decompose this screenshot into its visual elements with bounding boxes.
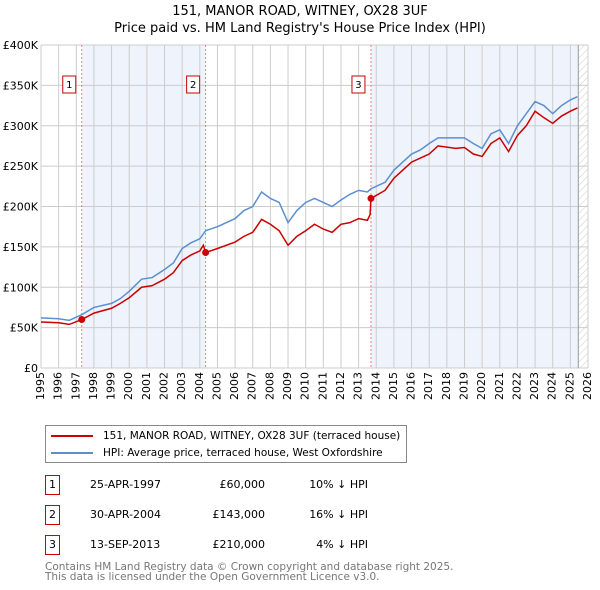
transaction-marker: 1 <box>45 475 60 495</box>
x-tick-label: 2008 <box>263 372 276 400</box>
chart-title: 151, MANOR ROAD, WITNEY, OX28 3UF <box>172 4 428 19</box>
footer-licence: This data is licensed under the Open Gov… <box>45 571 380 583</box>
x-tick-label: 2005 <box>210 372 223 400</box>
y-tick-label: £0 <box>24 362 38 375</box>
transaction-delta: 4% ↓ HPI <box>316 538 368 551</box>
legend-item-hpi: HPI: Average price, terraced house, West… <box>46 445 383 461</box>
x-tick-label: 1999 <box>105 372 118 400</box>
x-tick-label: 2011 <box>316 372 329 400</box>
x-tick-label: 2015 <box>387 372 400 400</box>
transaction-delta: 10% ↓ HPI <box>309 478 368 491</box>
x-tick-label: 2006 <box>228 372 241 400</box>
chart-subtitle: Price paid vs. HM Land Registry's House … <box>114 21 486 36</box>
x-tick-label: 2016 <box>405 372 418 400</box>
x-tick-label: 2023 <box>528 372 541 400</box>
footer-copyright: Contains HM Land Registry data © Crown c… <box>45 561 454 573</box>
y-tick-label: £250K <box>3 160 39 173</box>
footer: Contains HM Land Registry data © Crown c… <box>45 561 454 583</box>
x-tick-label: 2002 <box>158 372 171 400</box>
transaction-date: 30-APR-2004 <box>90 508 162 521</box>
x-tick-label: 2021 <box>493 372 506 400</box>
x-tick-label: 2014 <box>369 372 382 400</box>
transaction-date: 25-APR-1997 <box>90 478 162 491</box>
legend-label: HPI: Average price, terraced house, West… <box>103 447 383 459</box>
transaction-marker: 3 <box>45 535 60 555</box>
transaction-price: £60,000 <box>219 478 266 491</box>
y-tick-label: £150K <box>3 241 39 254</box>
x-tick-label: 1997 <box>69 372 82 400</box>
x-tick-label: 2026 <box>581 372 594 400</box>
transaction-date: 13-SEP-2013 <box>90 538 161 551</box>
y-tick-label: £350K <box>3 79 39 92</box>
x-tick-label: 1996 <box>52 372 65 400</box>
x-tick-label: 2017 <box>422 372 435 400</box>
y-tick-label: £300K <box>3 120 39 133</box>
y-tick-label: £50K <box>10 322 39 335</box>
legend-item-property: 151, MANOR ROAD, WITNEY, OX28 3UF (terra… <box>46 428 400 444</box>
x-tick-label: 2001 <box>140 372 153 400</box>
sale-label: 3 <box>355 80 361 91</box>
transaction-delta: 16% ↓ HPI <box>309 508 368 521</box>
legend-label: 151, MANOR ROAD, WITNEY, OX28 3UF (terra… <box>103 430 401 442</box>
transaction-marker: 2 <box>45 505 60 525</box>
x-tick-label: 2025 <box>563 372 576 400</box>
x-tick-label: 2020 <box>475 372 488 400</box>
x-tick-label: 2019 <box>457 372 470 400</box>
legend: 151, MANOR ROAD, WITNEY, OX28 3UF (terra… <box>45 425 407 463</box>
x-tick-label: 2000 <box>122 372 135 400</box>
x-tick-label: 1995 <box>34 372 47 400</box>
sale-label: 1 <box>66 80 72 91</box>
sale-label-box <box>186 75 201 94</box>
sale-label-box <box>351 75 366 94</box>
legend-swatch-red <box>51 435 93 437</box>
x-tick-label: 2022 <box>510 372 523 400</box>
sale-point <box>78 316 86 324</box>
x-tick-label: 1998 <box>87 372 100 400</box>
x-tick-label: 2010 <box>299 372 312 400</box>
x-tick-label: 2004 <box>193 372 206 400</box>
price-chart: 1995 1996 1997 1998 1999 2000 2001 2002 2003 2004… <box>3 39 594 400</box>
x-tick-label: 2009 <box>281 372 294 400</box>
y-tick-label: £100K <box>3 281 39 294</box>
series-line <box>40 107 578 326</box>
x-tick-label: 2018 <box>440 372 453 400</box>
x-tick-label: 2012 <box>334 372 347 400</box>
sale-label: 2 <box>190 80 196 91</box>
y-tick-label: £200K <box>3 201 39 214</box>
legend-swatch-blue <box>51 452 93 454</box>
sale-point <box>202 249 210 257</box>
transaction-price: £210,000 <box>212 538 266 551</box>
x-tick-label: 2013 <box>352 372 365 400</box>
sale-point <box>367 194 375 202</box>
x-tick-label: 2003 <box>175 372 188 400</box>
x-tick-label: 2007 <box>246 372 259 400</box>
sale-label-box <box>62 75 77 94</box>
x-tick-label: 2024 <box>546 372 559 400</box>
transaction-price: £143,000 <box>212 508 266 521</box>
series-line <box>40 95 578 322</box>
y-tick-label: £400K <box>3 39 39 52</box>
